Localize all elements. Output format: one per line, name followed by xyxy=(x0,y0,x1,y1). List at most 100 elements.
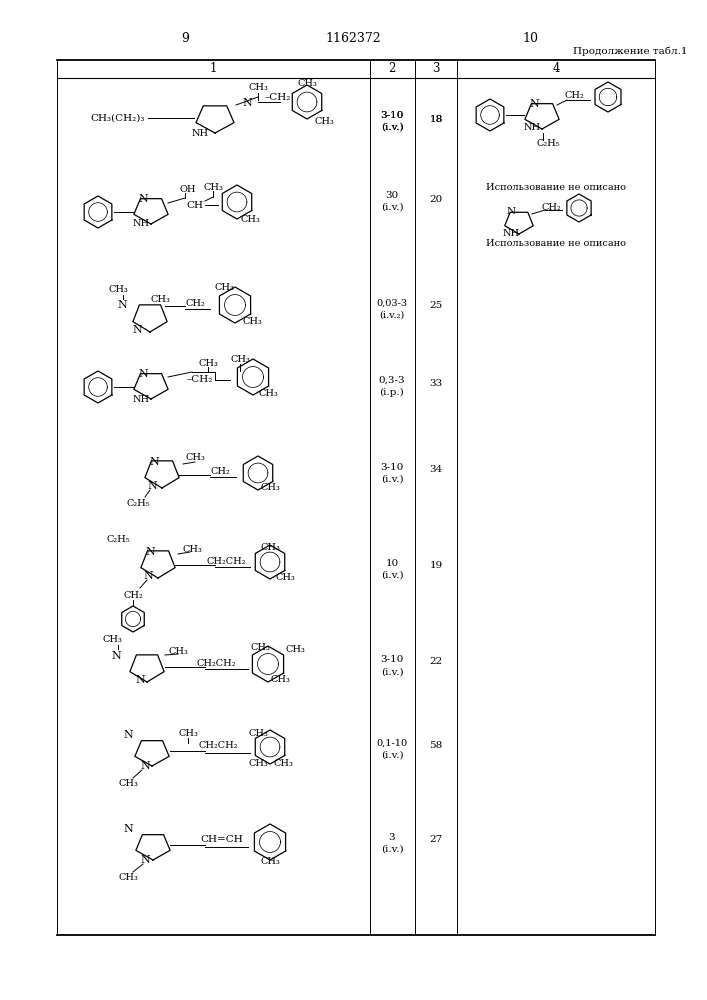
Text: CH₂: CH₂ xyxy=(210,466,230,476)
Text: 19: 19 xyxy=(429,560,443,570)
Text: CH₂: CH₂ xyxy=(123,590,143,599)
Text: N: N xyxy=(147,481,157,491)
Text: 3: 3 xyxy=(389,832,395,842)
Text: N: N xyxy=(506,207,515,216)
Text: N: N xyxy=(123,824,133,834)
Text: N: N xyxy=(111,651,121,661)
Text: CH₃: CH₃ xyxy=(314,116,334,125)
Text: CH₃: CH₃ xyxy=(150,296,170,304)
Text: N: N xyxy=(132,325,142,335)
Text: (i.v.): (i.v.) xyxy=(380,570,403,580)
Text: CH₂: CH₂ xyxy=(185,298,205,308)
Text: 58: 58 xyxy=(429,740,443,750)
Text: 1162372: 1162372 xyxy=(325,31,381,44)
Text: (i.v.): (i.v.) xyxy=(380,122,403,131)
Text: N: N xyxy=(138,194,148,204)
Text: C₂H₅: C₂H₅ xyxy=(536,138,560,147)
Text: N: N xyxy=(117,300,127,310)
Text: 9: 9 xyxy=(181,31,189,44)
Text: CH₃: CH₃ xyxy=(230,356,250,364)
Text: CH₃: CH₃ xyxy=(275,572,295,582)
Text: 33: 33 xyxy=(429,378,443,387)
Text: CH: CH xyxy=(187,200,204,210)
Text: CH₂: CH₂ xyxy=(541,202,561,212)
Text: 18: 18 xyxy=(429,115,443,124)
Text: NH: NH xyxy=(132,220,150,229)
Text: N: N xyxy=(242,98,252,108)
Text: N: N xyxy=(145,547,155,557)
Text: –CH₂: –CH₂ xyxy=(187,375,214,384)
Text: CH₃: CH₃ xyxy=(240,216,260,225)
Text: 18: 18 xyxy=(429,115,443,124)
Text: CH=CH: CH=CH xyxy=(201,834,243,844)
Text: 30: 30 xyxy=(385,190,399,200)
Text: (i.v.): (i.v.) xyxy=(380,475,403,484)
Text: 1: 1 xyxy=(209,62,216,76)
Text: NH: NH xyxy=(503,230,520,238)
Text: CH₃: CH₃ xyxy=(260,856,280,865)
Text: CH₃: CH₃ xyxy=(260,484,280,492)
Text: 3-10: 3-10 xyxy=(380,656,404,664)
Text: CH₃: CH₃ xyxy=(248,760,268,768)
Text: CH₃: CH₃ xyxy=(273,760,293,768)
Text: 25: 25 xyxy=(429,300,443,310)
Text: CH₃: CH₃ xyxy=(178,728,198,738)
Text: CH₃: CH₃ xyxy=(260,544,280,552)
Text: (i.v.): (i.v.) xyxy=(380,668,403,676)
Text: CH₂: CH₂ xyxy=(564,92,584,101)
Text: (i.p.): (i.p.) xyxy=(380,387,404,397)
Text: CH₃: CH₃ xyxy=(250,644,270,652)
Text: CH₂CH₂: CH₂CH₂ xyxy=(198,742,238,750)
Text: CH₃: CH₃ xyxy=(198,359,218,367)
Text: 22: 22 xyxy=(429,658,443,666)
Text: CH₃: CH₃ xyxy=(185,454,205,462)
Text: CH₃: CH₃ xyxy=(297,79,317,88)
Text: N: N xyxy=(149,457,159,467)
Text: (i.v.): (i.v.) xyxy=(380,202,403,212)
Text: CH₃: CH₃ xyxy=(203,182,223,192)
Text: CH₃: CH₃ xyxy=(248,728,268,738)
Text: CH₃: CH₃ xyxy=(214,284,234,292)
Text: N: N xyxy=(140,855,150,865)
Text: CH₂CH₂: CH₂CH₂ xyxy=(206,556,246,566)
Text: CH₃: CH₃ xyxy=(118,874,138,882)
Text: N: N xyxy=(123,730,133,740)
Text: 0,03-3: 0,03-3 xyxy=(376,298,407,308)
Text: 4: 4 xyxy=(552,62,560,76)
Text: 10: 10 xyxy=(385,558,399,568)
Text: –CH₂: –CH₂ xyxy=(265,93,291,102)
Text: 34: 34 xyxy=(429,464,443,474)
Text: Использование не описано: Использование не описано xyxy=(486,184,626,192)
Text: 3: 3 xyxy=(432,62,440,76)
Text: 3-10: 3-10 xyxy=(380,110,404,119)
Text: CH₃: CH₃ xyxy=(242,318,262,326)
Text: CH₃: CH₃ xyxy=(258,388,278,397)
Text: (i.v.): (i.v.) xyxy=(380,844,403,854)
Text: N: N xyxy=(138,369,148,379)
Text: CH₂CH₂: CH₂CH₂ xyxy=(197,658,235,668)
Text: CH₃: CH₃ xyxy=(285,646,305,654)
Text: OH: OH xyxy=(180,186,197,194)
Text: 3-10: 3-10 xyxy=(380,462,404,472)
Text: C₂H₅: C₂H₅ xyxy=(106,536,130,544)
Text: NH: NH xyxy=(132,394,150,403)
Text: N: N xyxy=(529,99,539,109)
Text: Использование не описано: Использование не описано xyxy=(486,239,626,248)
Text: 27: 27 xyxy=(429,834,443,844)
Text: N: N xyxy=(143,571,153,581)
Text: 10: 10 xyxy=(522,31,538,44)
Text: (i.v.): (i.v.) xyxy=(380,122,403,131)
Text: (i.v.): (i.v.) xyxy=(380,750,403,760)
Text: 0,1-10: 0,1-10 xyxy=(376,738,407,748)
Text: N: N xyxy=(140,761,150,771)
Text: 3-10: 3-10 xyxy=(380,110,404,119)
Text: 2: 2 xyxy=(388,62,396,76)
Text: 0,3-3: 0,3-3 xyxy=(379,375,405,384)
Text: N: N xyxy=(135,675,145,685)
Text: 20: 20 xyxy=(429,196,443,205)
Text: C₂H₅: C₂H₅ xyxy=(126,498,150,508)
Text: CH₃: CH₃ xyxy=(108,286,128,294)
Text: CH₃: CH₃ xyxy=(248,84,268,93)
Text: CH₃: CH₃ xyxy=(102,636,122,645)
Text: Продолжение табл.1: Продолжение табл.1 xyxy=(573,46,687,56)
